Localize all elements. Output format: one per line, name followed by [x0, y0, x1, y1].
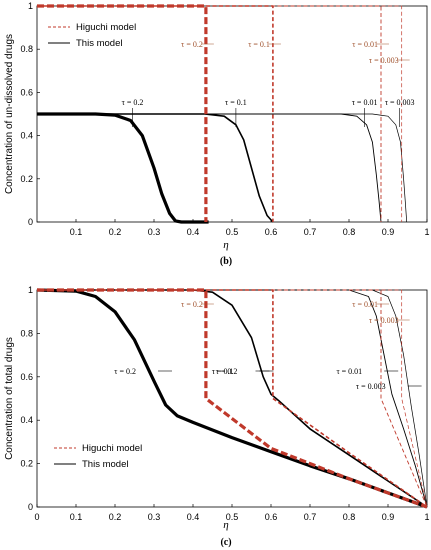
model-tau-label: τ = 0.2	[122, 98, 144, 107]
legend-model-label: This model	[76, 38, 122, 49]
x-tick-label: 0.9	[382, 512, 395, 522]
x-tick-label: 0.8	[343, 512, 356, 522]
higuchi-line-tau-0-003	[37, 5, 403, 222]
model-tau-label: τ = 0.2	[216, 367, 238, 376]
x-tick-label: 0.7	[304, 227, 317, 237]
x-tick-label: 0.2	[109, 227, 122, 237]
model-line-tau-0-003	[37, 289, 428, 508]
x-tick-label: 0.4	[187, 512, 200, 522]
model-line-tau-0-2	[36, 288, 428, 509]
y-tick-label: 1	[28, 285, 33, 295]
y-axis-label: Concentration of total drugs	[4, 337, 15, 460]
model-line-tau-0-1	[37, 113, 274, 223]
x-tick-label: 0.3	[148, 227, 161, 237]
y-tick-label: 0.2	[20, 174, 33, 184]
higuchi-tau-label: τ = 0.01	[352, 40, 378, 49]
panel-label: (c)	[220, 537, 231, 548]
model-line-tau-0-1	[37, 289, 428, 508]
y-tick-label: 0.4	[20, 131, 33, 141]
x-tick-label: 0.3	[148, 512, 161, 522]
x-tick-label: 0.6	[265, 227, 278, 237]
y-tick-label: 0	[28, 217, 33, 227]
higuchi-line-tau-0-2	[37, 288, 428, 509]
chart-panel-b: 0.1 0.2 0.3 0.4 0.5 0.6 0.7 0.8 0.9 1 0 0.2 0.4 0.6 0.…	[4, 1, 430, 267]
higuchi-tau-label: τ = 0.2	[181, 40, 203, 49]
model-line-tau-0-01	[37, 113, 382, 223]
model-tau-label: τ = 0.003	[385, 98, 415, 107]
model-tau-label: τ = 0.01	[352, 98, 378, 107]
y-tick-label: 0.6	[20, 87, 33, 97]
model-tau-label: τ = 0.2	[114, 367, 136, 376]
y-tick-label: 0.8	[20, 328, 33, 338]
x-tick-label: 0.8	[343, 227, 356, 237]
x-tick-label: 0.1	[70, 512, 83, 522]
chart-panel-c: 0 0.1 0.2 0.3 0.4 0.5 0.6 0.7 0.8 0.9 1 0 0.2 0.4 0.6 0…	[4, 285, 430, 548]
x-tick-label: 1	[424, 227, 429, 237]
y-tick-label: 0	[28, 502, 33, 512]
legend-higuchi-label: Higuchi model	[76, 22, 136, 33]
y-tick-label: 0.4	[20, 415, 33, 425]
x-tick-label: 0.4	[187, 227, 200, 237]
x-tick-label: 0.6	[265, 512, 278, 522]
x-tick-label: 1	[424, 512, 429, 522]
legend-higuchi-label: Higuchi model	[82, 443, 142, 454]
y-tick-label: 0.6	[20, 372, 33, 382]
panel-label: (b)	[220, 256, 232, 267]
higuchi-line-tau-0-01	[37, 5, 382, 222]
higuchi-tau-label: τ = 0.003	[369, 56, 399, 65]
model-tau-label: τ = 0.1	[212, 367, 234, 376]
higuchi-tau-label: τ = 0.003	[369, 316, 399, 325]
higuchi-line-tau-0-2	[37, 4, 208, 222]
y-tick-label: 0.8	[20, 44, 33, 54]
x-axis-label: η	[223, 519, 228, 531]
x-tick-label: 0.9	[382, 227, 395, 237]
model-tau-label: τ = 0.01	[336, 367, 362, 376]
higuchi-tau-label: τ = 0.1	[248, 40, 270, 49]
higuchi-line-tau-0-003	[37, 289, 428, 508]
model-line-tau-0-2	[37, 112, 209, 224]
model-line-tau-0-003	[37, 113, 408, 223]
y-tick-label: 1	[28, 1, 33, 11]
model-line-tau-0-01	[37, 289, 428, 508]
y-tick-label: 0.2	[20, 459, 33, 469]
legend-model-label: This model	[82, 459, 128, 470]
x-tick-label: 0.7	[304, 512, 317, 522]
x-tick-label: 0.5	[226, 227, 239, 237]
y-axis-label: Concentration of un-dissolved drugs	[4, 34, 15, 194]
model-tau-label: τ = 0.003	[356, 382, 386, 391]
higuchi-tau-label: τ = 0.2	[181, 300, 203, 309]
x-tick-label: 0	[34, 512, 39, 522]
higuchi-tau-label: τ = 0.01	[352, 300, 378, 309]
x-tick-label: 0.1	[70, 227, 83, 237]
x-axis-label: η	[223, 239, 228, 251]
x-tick-label: 0.2	[109, 512, 122, 522]
x-tick-label: 0.5	[226, 512, 239, 522]
model-tau-label: τ = 0.1	[225, 98, 247, 107]
